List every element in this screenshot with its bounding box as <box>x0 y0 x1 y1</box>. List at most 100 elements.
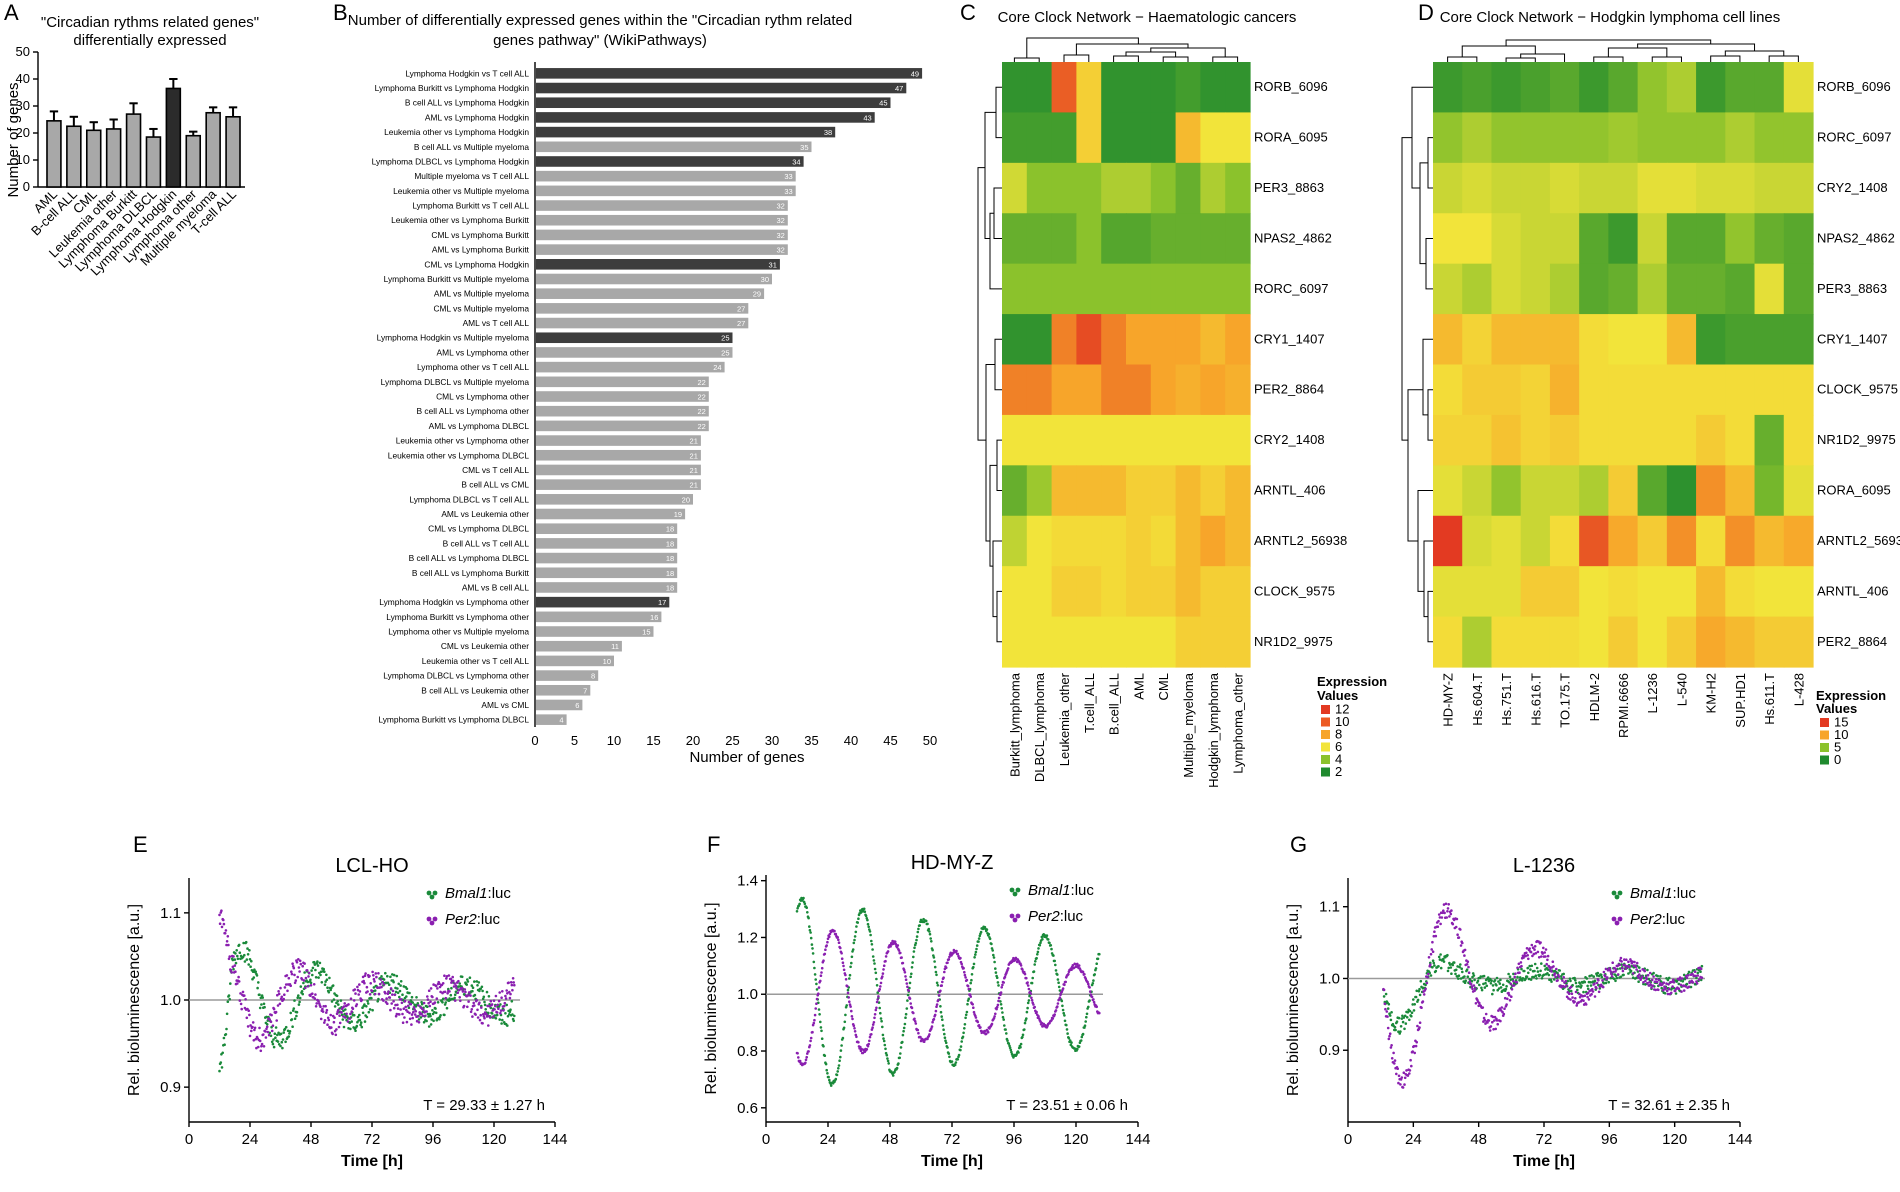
panel-c-cell <box>1026 364 1053 416</box>
panel-b-category-label: Lymphoma Burkitt vs Lymphoma Hodgkin <box>375 83 530 93</box>
panel-c-cell <box>1126 314 1152 366</box>
panel-d-cell <box>1433 566 1463 618</box>
panel-b-category-label: AML vs B cell ALL <box>462 582 530 592</box>
panel-c-col-dendro-branch <box>1063 54 1090 62</box>
panel-b-value-label: 19 <box>674 510 682 519</box>
panel-d-cell <box>1608 414 1639 466</box>
panel-d-cell <box>1433 515 1463 567</box>
panel-a-ytick-label: 30 <box>16 98 30 113</box>
panel-e-title: LCL-HO <box>335 855 408 877</box>
panel-d-cell <box>1462 414 1493 466</box>
panel-d-cell <box>1696 465 1726 517</box>
panel-d-cell <box>1783 263 1814 315</box>
panel-b-value-label: 21 <box>690 437 698 446</box>
bar-b-25 <box>536 435 701 446</box>
panel-c-row-dendro-branch <box>995 86 1002 139</box>
panel-b-value-label: 16 <box>650 613 658 622</box>
panel-c-column-label: Hodgkin_lymphoma <box>1206 672 1221 788</box>
panel-c-cell <box>1150 213 1177 265</box>
panel-c-row-dendro-branch <box>993 187 1002 239</box>
panel-b-value-label: 32 <box>776 246 784 255</box>
panel-b-xtick-label: 45 <box>883 733 897 748</box>
panel-c-row-label: RORA_6095 <box>1254 130 1328 145</box>
panel-d-row-label: ARNTL_406 <box>1817 583 1889 598</box>
bar-b-13 <box>536 259 780 270</box>
panel-d-column-label: Hs.611.T <box>1762 673 1777 725</box>
panel-f-title: HD-MY-Z <box>911 852 994 874</box>
panel-f-legend-marker <box>1015 913 1021 919</box>
panel-d-legend-label: 15 <box>1834 715 1848 730</box>
panel-b: Number of differentially expressed genes… <box>348 12 937 766</box>
panel-d-cell <box>1754 213 1785 265</box>
panel-c-legend-label: 2 <box>1335 764 1342 779</box>
panel-b-category-label: B cell ALL vs Lymphoma Hodgkin <box>405 98 529 108</box>
panel-letter-b: B <box>333 0 348 25</box>
panel-c-cell <box>1051 62 1077 114</box>
panel-c-row-label: PER3_8863 <box>1254 180 1324 195</box>
bar-b-7 <box>536 170 796 182</box>
panel-d-cell <box>1783 566 1814 618</box>
panel-d-cell <box>1637 112 1668 164</box>
panel-d-legend-title-1: Expression <box>1816 688 1886 703</box>
panel-b-category-label: CML vs T cell ALL <box>462 465 529 475</box>
panel-c-cell <box>1150 566 1177 618</box>
panel-d-col-dendro-branch <box>1724 50 1785 56</box>
panel-e: LCL-HO 0.9 1.0 1.1 0 24 48 72 96 120 144 Time [h] Re… <box>126 855 568 1170</box>
panel-d-row-label: CRY1_1407 <box>1817 331 1888 346</box>
panel-d-cell <box>1491 213 1522 265</box>
panel-d-col-dendro-branch <box>1461 45 1536 57</box>
panel-e-xtick-label: 72 <box>364 1131 381 1148</box>
panel-f: HD-MY-Z 0.6 0.8 1.0 1.2 1.4 0 24 48 72 96 120 144 Tim… <box>703 852 1151 1170</box>
panel-d-row-label: PER2_8864 <box>1817 634 1887 649</box>
panel-d-row-label: PER3_8863 <box>1817 281 1887 296</box>
panel-c-cell <box>1150 314 1177 366</box>
panel-c-cell <box>1101 566 1127 618</box>
panel-g-ytick-label: 1.0 <box>1319 970 1340 987</box>
panel-b-value-label: 45 <box>879 99 887 108</box>
panel-c-cell <box>1200 213 1226 265</box>
panel-c-dendrograms <box>977 37 1239 643</box>
panel-d-cell <box>1696 112 1726 164</box>
bar-b-30 <box>536 508 686 520</box>
panel-c-cell <box>1225 364 1251 416</box>
panel-d-cell <box>1783 364 1814 416</box>
panel-e-legend-marker <box>429 894 435 900</box>
panel-b-value-label: 18 <box>666 554 674 563</box>
panel-e-xtick-label: 48 <box>303 1131 320 1148</box>
panel-c-cell <box>1200 465 1226 517</box>
panel-d-cell <box>1783 314 1814 366</box>
panel-b-category-label: AML vs Leukemia other <box>441 509 529 519</box>
panel-b-value-label: 15 <box>642 628 650 637</box>
panel-c-col-dendro-branch <box>1212 56 1239 62</box>
panel-d-cell <box>1608 62 1639 114</box>
bar-b-41 <box>536 670 599 681</box>
bar-b-1 <box>536 82 907 94</box>
panel-g-ytick-label: 1.1 <box>1319 899 1340 916</box>
panel-b-category-label: Lymphoma Burkitt vs Lymphoma other <box>386 612 529 622</box>
panel-c-cell <box>1026 465 1053 517</box>
panel-d-cell <box>1491 414 1522 466</box>
panel-c-col-dendro-branch <box>1026 37 1139 58</box>
panel-d-row-dendro-branch <box>1423 540 1433 618</box>
panel-d-column-label: Hs.604.T <box>1470 673 1485 726</box>
bar-b-18 <box>536 332 733 344</box>
panel-e-legend-marker <box>432 916 438 922</box>
panel-letter-g: G <box>1290 832 1307 857</box>
panel-b-value-label: 33 <box>784 172 792 181</box>
panel-c-cell <box>1150 162 1177 214</box>
panel-d-col-dendro-branch <box>1607 47 1668 57</box>
panel-d-row-dendro-branch <box>1422 338 1433 416</box>
panel-d-row-label: RORA_6095 <box>1817 483 1891 498</box>
bar-a-lymphoma-other <box>185 134 202 188</box>
panel-c-row-label: NPAS2_4862 <box>1254 230 1332 245</box>
panel-d-row-label: NPAS2_4862 <box>1817 230 1895 245</box>
panel-c-cell <box>1026 314 1053 366</box>
panel-d-legend-swatch <box>1820 743 1829 752</box>
panel-d-cell <box>1725 566 1756 618</box>
panel-b-category-label: Leukemia other vs Lymphoma Burkitt <box>391 215 530 225</box>
panel-d-cell <box>1579 314 1609 366</box>
panel-c-cell <box>1101 364 1127 416</box>
bar-a-cml <box>85 129 102 188</box>
panel-c-row-dendro-branch <box>994 338 1002 391</box>
bar-a-aml <box>46 120 62 188</box>
